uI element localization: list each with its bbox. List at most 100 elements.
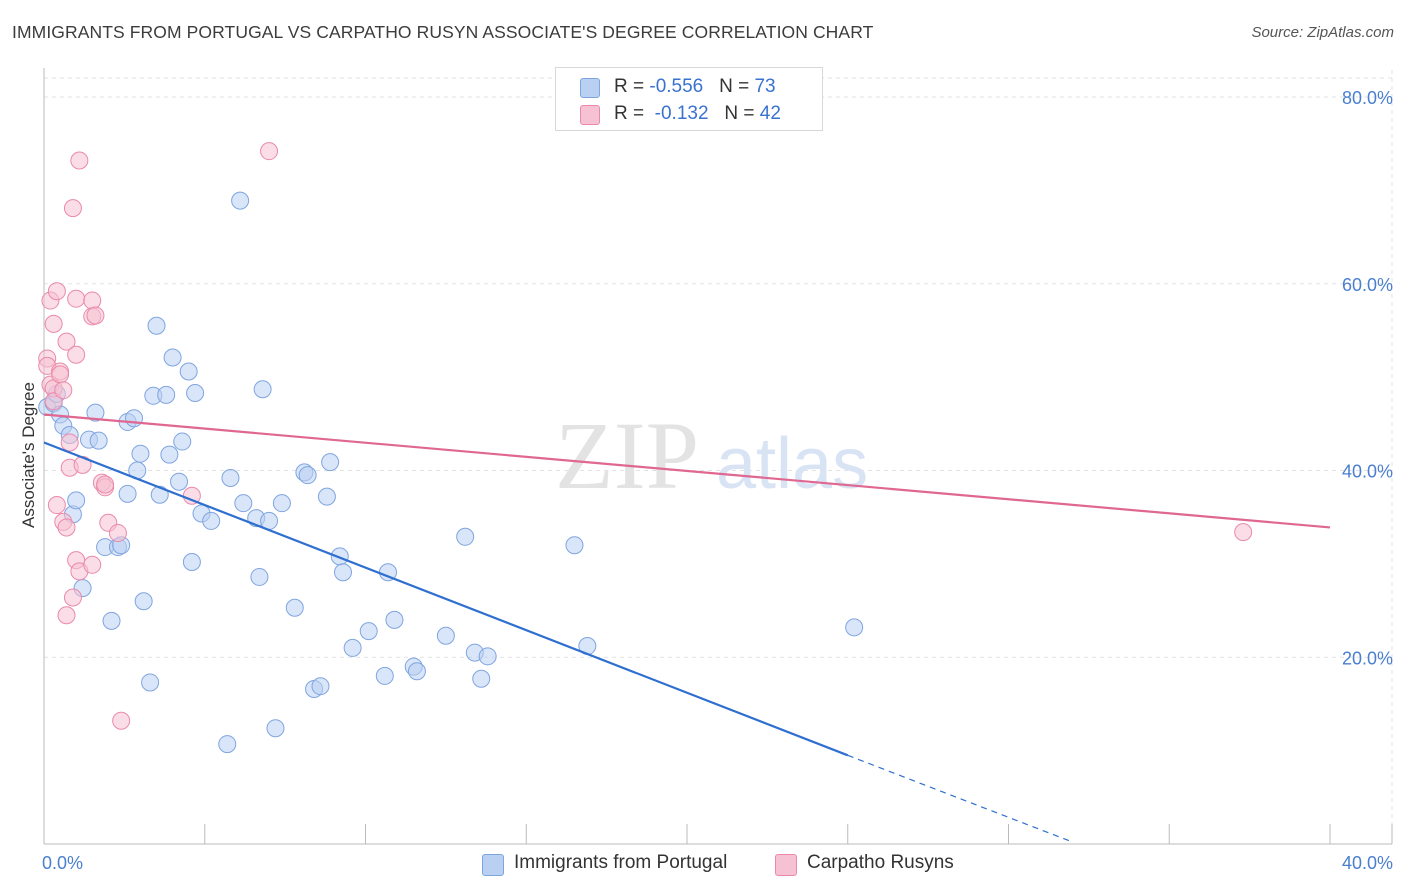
chart-title: IMMIGRANTS FROM PORTUGAL VS CARPATHO RUS… xyxy=(12,22,874,42)
data-point-rusyn xyxy=(44,314,63,333)
data-point-portugal xyxy=(478,647,497,666)
x-tick-label: 40.0% xyxy=(1342,853,1393,873)
data-point-portugal xyxy=(298,466,317,485)
data-point-portugal xyxy=(134,592,153,611)
data-point-portugal xyxy=(186,383,205,402)
data-point-portugal xyxy=(845,618,864,637)
legend-swatch-pink xyxy=(580,105,600,125)
data-point-portugal xyxy=(436,626,455,645)
data-point-rusyn xyxy=(67,345,86,364)
data-point-portugal xyxy=(250,567,269,586)
source-label: Source: ZipAtlas.com xyxy=(1251,24,1394,41)
data-point-rusyn xyxy=(57,606,76,625)
legend-stats-rusyn: R = -0.132 N = 42 xyxy=(614,103,781,124)
data-point-rusyn xyxy=(57,332,76,351)
data-point-rusyn xyxy=(47,496,66,515)
data-point-rusyn xyxy=(108,524,127,543)
legend-swatch-blue xyxy=(580,78,600,98)
data-point-rusyn xyxy=(60,433,79,452)
data-point-portugal xyxy=(118,484,137,503)
watermark: ZIP atlas xyxy=(555,402,868,509)
data-point-rusyn xyxy=(260,142,279,161)
legend-n-value: 73 xyxy=(754,76,776,97)
y-tick-label: 20.0% xyxy=(1342,648,1393,668)
stats-legend: R = -0.556 N = 73 R = -0.132 N = 42 xyxy=(555,67,823,131)
legend-r-value: -0.556 xyxy=(649,76,704,97)
tick-labels: 20.0% 40.0% 60.0% 80.0% 0.0% 40.0% xyxy=(42,88,1393,873)
data-point-rusyn xyxy=(63,199,82,218)
data-point-rusyn xyxy=(83,291,102,310)
bottom-legend-swatch-pink xyxy=(775,854,797,876)
data-point-rusyn xyxy=(47,282,66,301)
data-point-portugal xyxy=(125,409,144,428)
data-point-rusyn xyxy=(86,306,105,325)
trend-line-portugal xyxy=(43,441,849,757)
data-point-portugal xyxy=(456,527,475,546)
data-point-portugal xyxy=(231,191,250,210)
x-tick-label: 0.0% xyxy=(42,853,83,873)
data-point-portugal xyxy=(173,432,192,451)
bottom-legend-swatch-blue xyxy=(482,854,504,876)
data-point-portugal xyxy=(86,403,105,422)
data-point-rusyn xyxy=(51,365,70,384)
series-portugal-points xyxy=(38,191,864,754)
data-point-portugal xyxy=(333,563,352,582)
data-point-portugal xyxy=(311,677,330,696)
watermark-atlas: atlas xyxy=(716,424,868,504)
data-point-portugal xyxy=(234,494,253,513)
data-point-portugal xyxy=(472,669,491,688)
data-point-portugal xyxy=(285,598,304,617)
data-point-portugal xyxy=(141,673,160,692)
data-point-portugal xyxy=(182,553,201,572)
trend-line-portugal-extension xyxy=(847,754,1074,843)
grid-lines xyxy=(44,70,1393,844)
data-point-portugal xyxy=(160,445,179,464)
data-point-portugal xyxy=(179,362,198,381)
y-tick-label: 60.0% xyxy=(1342,275,1393,295)
legend-stats-portugal: R = -0.556 N = 73 xyxy=(614,76,776,97)
series-rusyn-points xyxy=(38,142,1253,730)
data-point-portugal xyxy=(67,491,86,510)
trend-line-rusyn xyxy=(43,413,1331,529)
data-point-rusyn xyxy=(63,588,82,607)
data-point-portugal xyxy=(253,380,272,399)
data-point-portugal xyxy=(147,316,166,335)
bottom-legend-label: Carpatho Rusyns xyxy=(807,852,954,873)
data-point-portugal xyxy=(343,638,362,657)
data-point-portugal xyxy=(407,662,426,681)
data-point-portugal xyxy=(157,385,176,404)
trend-lines xyxy=(43,413,1331,843)
data-point-portugal xyxy=(202,511,221,530)
data-point-rusyn xyxy=(57,518,76,537)
data-point-portugal xyxy=(89,431,108,450)
y-tick-label: 40.0% xyxy=(1342,462,1393,482)
data-point-portugal xyxy=(221,468,240,487)
legend-n-value: 42 xyxy=(759,103,781,124)
y-axis-label: Associate's Degree xyxy=(19,382,38,528)
bottom-legend-label: Immigrants from Portugal xyxy=(514,852,728,873)
data-point-portugal xyxy=(266,719,285,738)
data-point-portugal xyxy=(321,453,340,472)
data-point-rusyn xyxy=(96,475,115,494)
data-point-portugal xyxy=(131,444,150,463)
data-point-portugal xyxy=(170,472,189,491)
data-point-rusyn xyxy=(112,711,131,730)
data-point-rusyn xyxy=(1234,523,1253,542)
data-point-portugal xyxy=(150,485,169,504)
legend-r-value: -0.132 xyxy=(654,103,709,124)
axes xyxy=(43,68,1393,845)
data-point-portugal xyxy=(359,622,378,641)
data-point-portugal xyxy=(218,735,237,754)
data-point-portugal xyxy=(272,494,291,513)
watermark-zip: ZIP xyxy=(555,402,699,509)
data-point-rusyn xyxy=(83,555,102,574)
data-point-rusyn xyxy=(67,289,86,308)
data-point-portugal xyxy=(375,666,394,685)
data-point-rusyn xyxy=(70,151,89,170)
data-point-portugal xyxy=(385,610,404,629)
y-tick-label: 80.0% xyxy=(1342,88,1393,108)
data-point-rusyn xyxy=(54,381,73,400)
data-point-portugal xyxy=(102,611,121,630)
data-point-portugal xyxy=(565,536,584,555)
